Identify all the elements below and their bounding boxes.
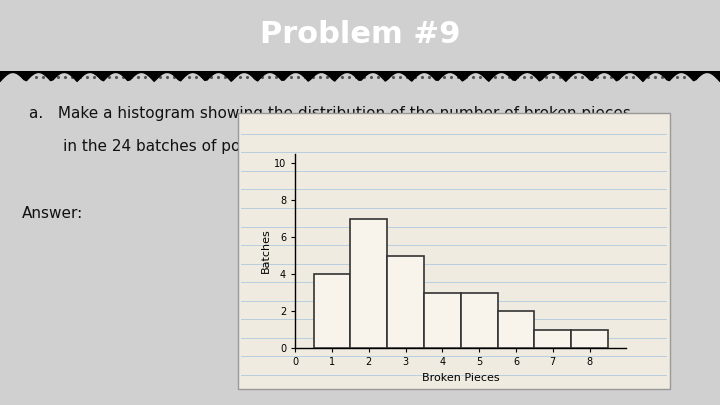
- Text: Problem #9: Problem #9: [260, 21, 460, 49]
- Bar: [534, 330, 571, 348]
- Y-axis label: Batches: Batches: [261, 229, 271, 273]
- Text: a.   Make a histogram showing the distribution of the number of broken pieces: a. Make a histogram showing the distribu…: [29, 106, 631, 121]
- Bar: [498, 311, 534, 348]
- Bar: [387, 256, 424, 348]
- Text: in the 24 batches of pottery examined.: in the 24 batches of pottery examined.: [29, 139, 362, 154]
- Bar: [351, 219, 387, 348]
- Bar: [424, 293, 461, 348]
- Bar: [461, 293, 498, 348]
- Bar: [314, 274, 351, 348]
- X-axis label: Broken Pieces: Broken Pieces: [422, 373, 500, 383]
- Bar: [571, 330, 608, 348]
- Text: Answer:: Answer:: [22, 206, 83, 221]
